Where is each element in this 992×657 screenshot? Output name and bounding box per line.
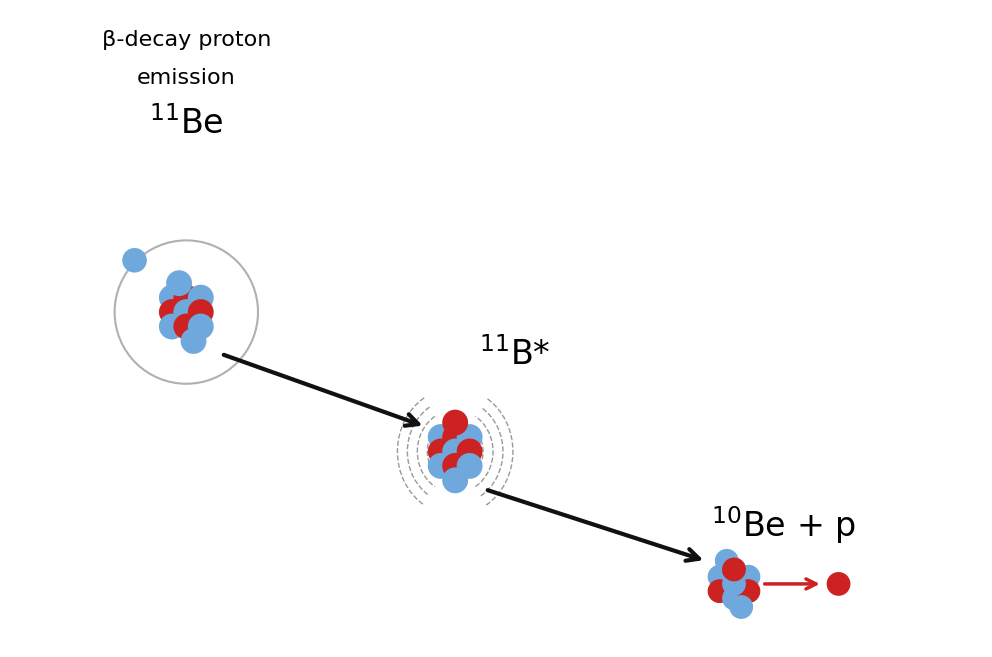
Circle shape: [159, 313, 185, 340]
Circle shape: [722, 572, 746, 596]
Circle shape: [166, 270, 192, 296]
Circle shape: [428, 453, 453, 479]
Circle shape: [736, 565, 760, 589]
Circle shape: [187, 284, 213, 311]
Text: $^{11}$Be: $^{11}$Be: [149, 106, 223, 141]
Circle shape: [456, 424, 482, 450]
Circle shape: [187, 313, 213, 340]
Circle shape: [707, 565, 731, 589]
Circle shape: [715, 549, 739, 573]
Circle shape: [736, 579, 760, 603]
Circle shape: [187, 299, 213, 325]
Circle shape: [442, 410, 468, 436]
Circle shape: [159, 284, 185, 311]
Circle shape: [442, 424, 468, 450]
Text: $^{10}$Be + p: $^{10}$Be + p: [711, 505, 856, 546]
Circle shape: [456, 453, 482, 479]
Circle shape: [722, 558, 746, 581]
Circle shape: [442, 453, 468, 479]
Circle shape: [729, 595, 753, 619]
Circle shape: [428, 438, 453, 464]
Circle shape: [174, 313, 199, 340]
Circle shape: [428, 424, 453, 450]
Circle shape: [722, 587, 746, 610]
Text: emission: emission: [137, 68, 236, 88]
Circle shape: [442, 438, 468, 464]
Circle shape: [722, 558, 746, 581]
Circle shape: [707, 579, 731, 603]
Circle shape: [122, 248, 147, 273]
Circle shape: [826, 572, 850, 596]
Circle shape: [442, 467, 468, 493]
Circle shape: [174, 284, 199, 311]
Text: β-decay proton: β-decay proton: [101, 30, 271, 51]
Circle shape: [181, 328, 206, 354]
Text: $^{11}$B*: $^{11}$B*: [479, 337, 551, 372]
Circle shape: [456, 438, 482, 464]
Circle shape: [174, 299, 199, 325]
Circle shape: [159, 299, 185, 325]
